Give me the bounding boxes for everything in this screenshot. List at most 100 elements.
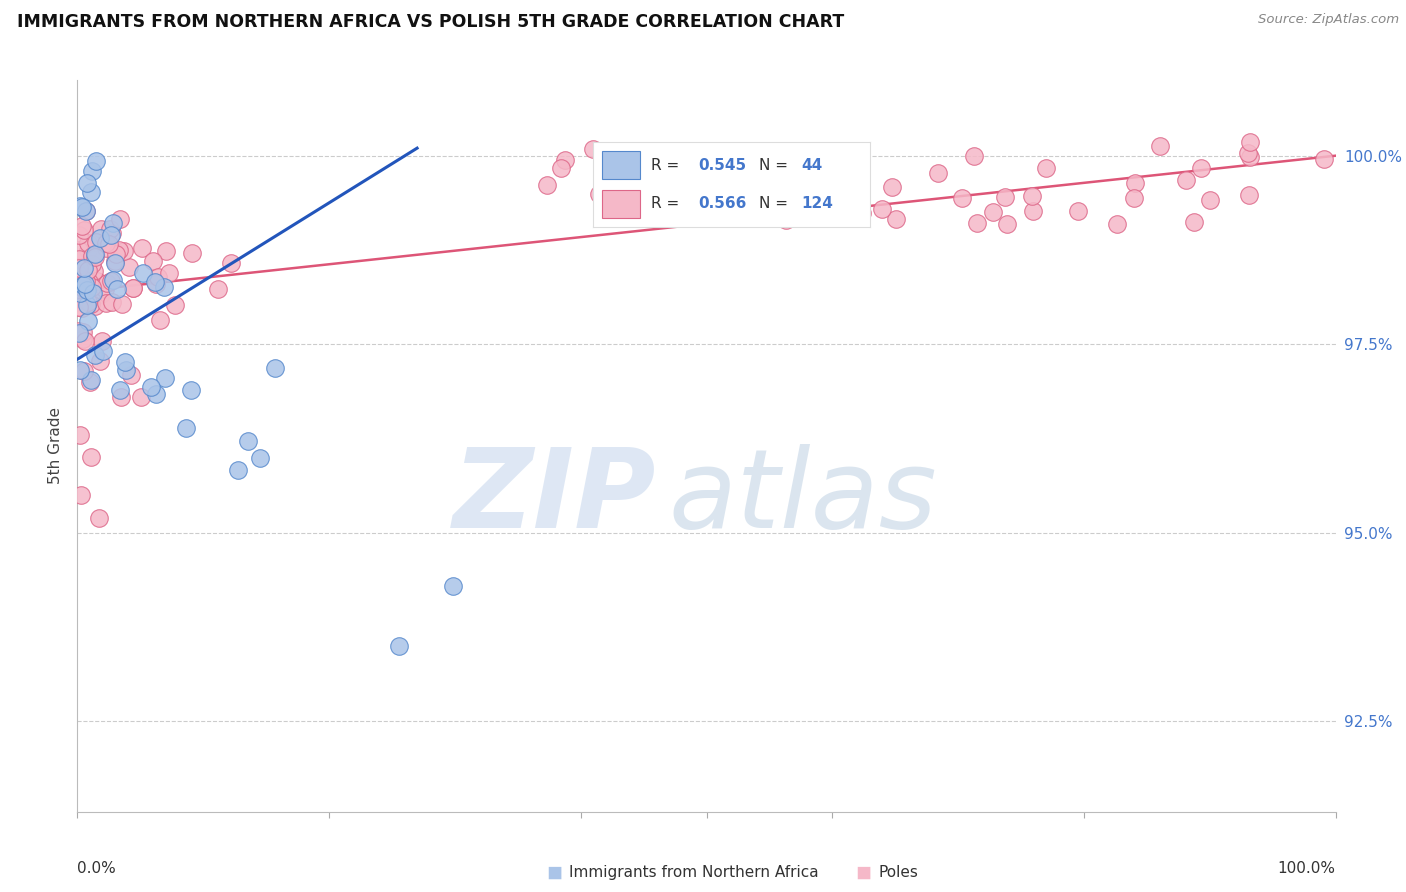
Point <box>1035 161 1057 175</box>
Point <box>880 180 903 194</box>
Text: atlas: atlas <box>669 443 938 550</box>
Point <box>114 355 136 369</box>
Point <box>112 244 135 259</box>
Point <box>110 212 132 227</box>
Point <box>90 287 112 301</box>
Point <box>86 274 108 288</box>
Point <box>1199 193 1222 207</box>
Point <box>67 292 90 306</box>
Point <box>1184 215 1206 229</box>
Point <box>77 313 100 327</box>
Point <box>96 295 118 310</box>
Point <box>962 149 984 163</box>
Point <box>1312 152 1334 166</box>
Point <box>72 282 94 296</box>
Point <box>111 297 134 311</box>
Point <box>602 161 624 176</box>
Point <box>155 244 177 259</box>
Point <box>108 383 131 397</box>
Point <box>76 297 98 311</box>
Point <box>582 142 605 156</box>
Point <box>145 387 167 401</box>
Point <box>76 235 98 250</box>
Point <box>72 219 94 233</box>
Point <box>851 205 873 219</box>
Point <box>82 280 104 294</box>
Point <box>67 285 90 300</box>
Point <box>69 427 91 442</box>
Text: Immigrants from Northern Africa: Immigrants from Northern Africa <box>569 865 820 880</box>
Point <box>67 324 90 338</box>
Point <box>83 250 105 264</box>
Point <box>98 222 121 236</box>
Point <box>118 260 141 274</box>
Text: ◼: ◼ <box>546 863 562 882</box>
Point <box>72 325 94 339</box>
Point <box>90 222 112 236</box>
Point <box>950 191 973 205</box>
Point <box>80 450 103 465</box>
Point <box>927 166 949 180</box>
Point <box>132 266 155 280</box>
Point <box>180 383 202 397</box>
Point <box>101 215 124 229</box>
Point <box>1189 161 1212 175</box>
Text: N =: N = <box>759 158 793 173</box>
Point <box>221 255 243 269</box>
Point <box>67 301 90 315</box>
Text: Poles: Poles <box>879 865 918 880</box>
Point <box>84 348 107 362</box>
Point <box>180 246 202 260</box>
Point <box>73 334 96 349</box>
Point <box>89 353 111 368</box>
Point <box>105 247 128 261</box>
Point <box>1174 173 1197 187</box>
Point <box>1105 217 1128 231</box>
Point <box>82 164 104 178</box>
Point <box>80 297 103 311</box>
Text: Source: ZipAtlas.com: Source: ZipAtlas.com <box>1258 13 1399 27</box>
Point <box>72 332 94 346</box>
Point <box>1236 146 1258 161</box>
Point <box>98 236 121 251</box>
Point <box>1237 188 1260 202</box>
Point <box>91 334 114 349</box>
Point <box>131 241 153 255</box>
Point <box>72 200 94 214</box>
Point <box>1123 177 1146 191</box>
Point <box>782 202 804 217</box>
Point <box>1123 191 1146 205</box>
Point <box>67 326 90 341</box>
Point <box>76 244 98 258</box>
Point <box>67 282 90 296</box>
Bar <box>602 151 640 178</box>
Point <box>72 289 94 303</box>
Text: R =: R = <box>651 158 685 173</box>
Text: 124: 124 <box>801 196 832 211</box>
Point <box>592 190 614 204</box>
Point <box>101 226 124 240</box>
Point <box>69 286 91 301</box>
Point <box>157 266 180 280</box>
Point <box>588 186 610 201</box>
Point <box>884 211 907 226</box>
Text: 0.545: 0.545 <box>699 158 747 173</box>
Text: ZIP: ZIP <box>453 443 657 550</box>
Point <box>73 260 96 275</box>
Text: N =: N = <box>759 196 793 211</box>
Point <box>145 277 167 291</box>
Point <box>67 261 90 276</box>
Point <box>70 488 93 502</box>
Point <box>104 253 127 268</box>
Point <box>73 364 96 378</box>
Text: 44: 44 <box>801 158 823 173</box>
Text: IMMIGRANTS FROM NORTHERN AFRICA VS POLISH 5TH GRADE CORRELATION CHART: IMMIGRANTS FROM NORTHERN AFRICA VS POLIS… <box>17 13 844 31</box>
Point <box>709 192 731 206</box>
Point <box>96 277 118 291</box>
Point <box>76 284 98 298</box>
Point <box>870 202 893 216</box>
Point <box>104 256 127 270</box>
Point <box>1067 204 1090 219</box>
Point <box>77 263 100 277</box>
Point <box>67 295 90 310</box>
